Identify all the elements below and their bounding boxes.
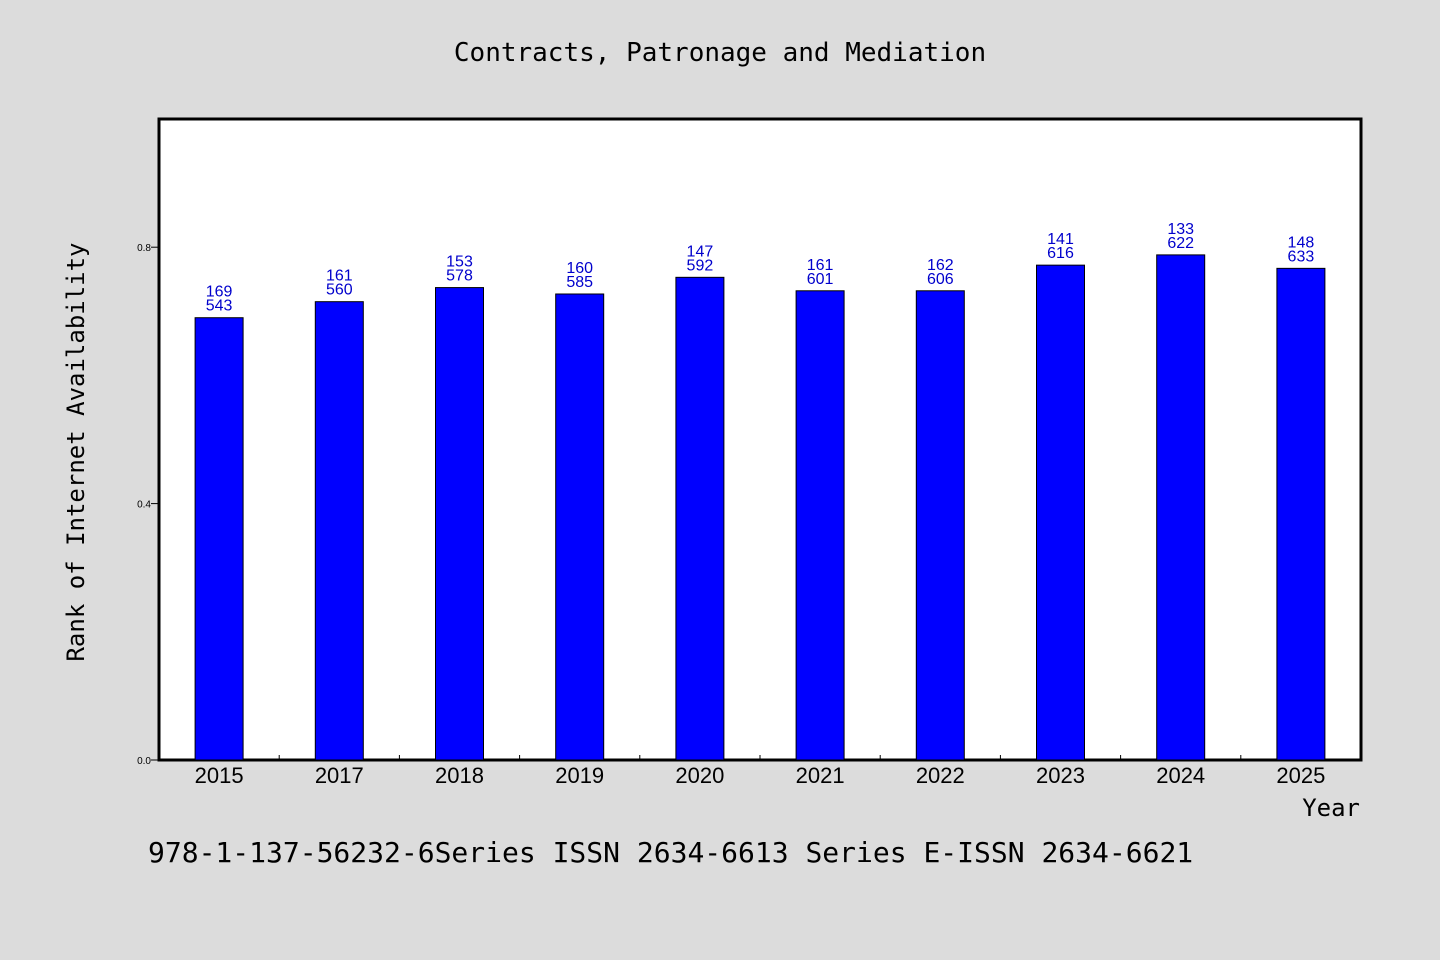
data-label-bottom-2020: 592 bbox=[687, 257, 714, 274]
bar-2020 bbox=[675, 276, 725, 761]
x-tick-label-2022: 2022 bbox=[916, 763, 965, 788]
data-label-top-2022: 162 bbox=[927, 257, 954, 274]
bars-layer bbox=[194, 254, 1326, 761]
y-axis-label: Rank of Internet Availability bbox=[62, 242, 90, 661]
data-label-top-2015: 169 bbox=[206, 284, 233, 301]
data-label-bottom-2015: 543 bbox=[206, 298, 233, 315]
data-label-top-2017: 161 bbox=[326, 268, 353, 285]
data-label-bottom-2021: 601 bbox=[807, 271, 834, 288]
x-tick-label-2024: 2024 bbox=[1156, 763, 1205, 788]
data-label-top-2023: 141 bbox=[1047, 231, 1074, 248]
x-axis: 2015 2017 2018 2019 2020 2021 2022 2023 2024 2025 bbox=[195, 755, 1325, 788]
data-label-top-2020: 147 bbox=[687, 243, 714, 260]
data-label-top-2025: 148 bbox=[1288, 234, 1315, 251]
data-label-top-2024: 133 bbox=[1167, 221, 1194, 238]
x-tick-label-2021: 2021 bbox=[796, 763, 845, 788]
bar-2015 bbox=[194, 317, 244, 761]
data-label-bottom-2025: 633 bbox=[1288, 248, 1315, 265]
footer-isbn-issn: 978-1-137-56232-6Series ISSN 2634-6613 S… bbox=[148, 836, 1193, 869]
x-tick-label-2015: 2015 bbox=[195, 763, 244, 788]
bar-2023 bbox=[1036, 264, 1085, 761]
bar-2018 bbox=[435, 287, 484, 761]
data-label-bottom-2023: 616 bbox=[1047, 245, 1074, 262]
data-label-bottom-2018: 578 bbox=[446, 268, 473, 285]
bar-2019 bbox=[555, 293, 605, 761]
data-label-top-2018: 153 bbox=[446, 254, 473, 271]
x-tick-label-2017: 2017 bbox=[315, 763, 364, 788]
bar-2024 bbox=[1156, 254, 1206, 761]
y-axis: 0.0 0.4 0.8 bbox=[137, 243, 159, 767]
y-tick-label: 0.8 bbox=[137, 243, 151, 254]
bar-2025 bbox=[1276, 267, 1326, 761]
bar-2017 bbox=[314, 301, 364, 761]
data-label-bottom-2017: 560 bbox=[326, 282, 353, 299]
x-tick-label-2023: 2023 bbox=[1036, 763, 1085, 788]
x-tick-label-2020: 2020 bbox=[675, 763, 724, 788]
bar-2022 bbox=[915, 290, 965, 761]
data-label-bottom-2019: 585 bbox=[566, 274, 593, 291]
x-axis-label: Year bbox=[1302, 794, 1360, 822]
x-tick-label-2025: 2025 bbox=[1276, 763, 1325, 788]
bar-2021 bbox=[795, 290, 845, 761]
y-tick-label: 0.4 bbox=[137, 500, 151, 511]
data-label-bottom-2022: 606 bbox=[927, 271, 954, 288]
chart-title: Contracts, Patronage and Mediation bbox=[454, 38, 986, 68]
x-tick-label-2018: 2018 bbox=[435, 763, 484, 788]
x-tick-label-2019: 2019 bbox=[555, 763, 604, 788]
data-label-top-2021: 161 bbox=[807, 257, 834, 274]
data-label-bottom-2024: 622 bbox=[1167, 235, 1194, 252]
y-tick-label: 0.0 bbox=[137, 756, 151, 767]
data-label-top-2019: 160 bbox=[566, 260, 593, 277]
